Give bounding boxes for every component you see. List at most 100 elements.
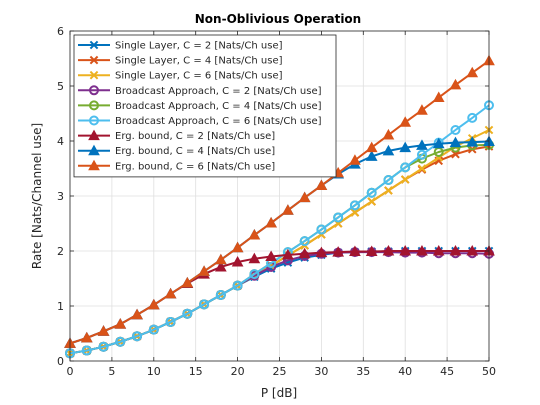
data-point — [98, 341, 109, 352]
data-point — [214, 253, 227, 265]
data-point — [417, 164, 427, 173]
x-tick-label: 40 — [398, 365, 412, 378]
data-point — [181, 276, 194, 288]
data-point — [248, 252, 261, 264]
y-tick-label: 3 — [57, 190, 64, 203]
data-point — [80, 331, 93, 343]
data-point — [365, 150, 378, 161]
legend-marker — [88, 144, 100, 156]
legend-marker — [89, 115, 99, 126]
data-point — [249, 269, 260, 280]
legend-entry-1: Single Layer, C = 2 [Nats/Ch use] — [78, 41, 283, 52]
data-point — [365, 245, 378, 257]
data-point — [199, 299, 210, 310]
data-point — [367, 197, 376, 206]
data-point — [400, 162, 411, 173]
data-point — [265, 216, 277, 228]
data-point — [148, 324, 159, 335]
data-point — [231, 241, 244, 253]
data-point — [299, 236, 310, 247]
data-point — [432, 244, 445, 256]
data-point — [182, 308, 193, 319]
data-point — [349, 200, 360, 211]
data-point — [349, 154, 361, 165]
legend-label: Broadcast Approach, C = 6 [Nats/Ch use] — [115, 116, 322, 127]
data-point — [466, 66, 479, 78]
data-point — [432, 137, 445, 149]
legend-label: Broadcast Approach, C = 4 [Nats/Ch use] — [115, 101, 322, 112]
legend-marker — [89, 70, 99, 80]
data-point — [315, 246, 328, 258]
data-point — [231, 255, 244, 267]
data-point — [349, 245, 361, 257]
y-tick-label: 4 — [57, 135, 64, 148]
x-tick-label: 45 — [440, 365, 454, 378]
chart-title: Non-Oblivious Operation — [195, 12, 361, 26]
legend-entry-5: Broadcast Approach, C = 4 [Nats/Ch use] — [78, 100, 322, 112]
data-point — [147, 298, 160, 310]
data-point — [365, 141, 378, 153]
data-point — [248, 229, 261, 240]
data-point — [416, 104, 428, 115]
data-point — [449, 78, 462, 90]
data-point — [316, 224, 327, 235]
y-tick-label: 5 — [57, 80, 64, 93]
legend-entry-6: Broadcast Approach, C = 6 [Nats/Ch use] — [78, 115, 322, 127]
x-tick-label: 20 — [231, 365, 245, 378]
y-tick-label: 2 — [57, 245, 64, 258]
data-point — [333, 212, 344, 223]
data-point — [164, 287, 177, 299]
data-point — [165, 316, 176, 327]
legend-box — [73, 34, 337, 178]
x-tick-label: 15 — [189, 365, 203, 378]
data-point — [315, 179, 328, 191]
data-point — [399, 116, 412, 127]
legend-entry-4: Broadcast Approach, C = 2 [Nats/Ch use] — [78, 85, 322, 97]
data-point — [416, 149, 427, 160]
legend-marker — [88, 129, 100, 141]
data-point — [332, 246, 345, 257]
legend-label: Erg. bound, C = 2 [Nats/Ch use] — [115, 131, 275, 142]
data-point — [399, 141, 412, 153]
data-point — [416, 139, 428, 150]
data-point — [232, 280, 243, 291]
data-point — [467, 112, 478, 123]
data-point — [432, 91, 445, 103]
x-tick-label: 5 — [108, 365, 115, 378]
data-point — [198, 265, 210, 276]
legend-label: Single Layer, C = 2 [Nats/Ch use] — [115, 41, 283, 52]
data-point — [382, 244, 395, 256]
y-tick-label: 0 — [57, 355, 64, 368]
data-point — [298, 247, 311, 259]
data-point — [466, 244, 479, 256]
data-point — [298, 191, 311, 203]
legend-entry-9: Erg. bound, C = 6 [Nats/Ch use] — [78, 159, 275, 172]
data-point — [382, 128, 395, 140]
legend: Single Layer, C = 2 [Nats/Ch use] Single … — [73, 34, 337, 178]
y-tick-label: 6 — [57, 25, 64, 38]
data-point — [131, 308, 143, 320]
data-point — [265, 250, 277, 261]
data-point — [466, 136, 479, 147]
legend-marker — [89, 85, 99, 96]
data-point — [382, 144, 395, 156]
legend-entry-3: Single Layer, C = 6 [Nats/Ch use] — [78, 71, 283, 82]
data-point — [282, 204, 294, 215]
data-point — [383, 175, 394, 186]
data-point — [350, 208, 360, 217]
legend-entry-7: Erg. bound, C = 2 [Nats/Ch use] — [78, 129, 275, 142]
data-point — [132, 331, 143, 342]
data-point — [282, 248, 294, 260]
legend-label: Erg. bound, C = 6 [Nats/Ch use] — [115, 161, 275, 172]
legend-marker — [89, 100, 99, 111]
legend-entry-8: Erg. bound, C = 4 [Nats/Ch use] — [78, 144, 275, 157]
data-point — [115, 336, 126, 347]
x-axis-label: P [dB] — [261, 386, 297, 400]
legend-label: Single Layer, C = 6 [Nats/Ch use] — [115, 71, 283, 82]
y-axis-label: Rate [Nats/Channel use] — [30, 123, 44, 269]
data-point — [450, 125, 461, 135]
data-point — [399, 244, 412, 256]
data-point — [114, 318, 127, 329]
